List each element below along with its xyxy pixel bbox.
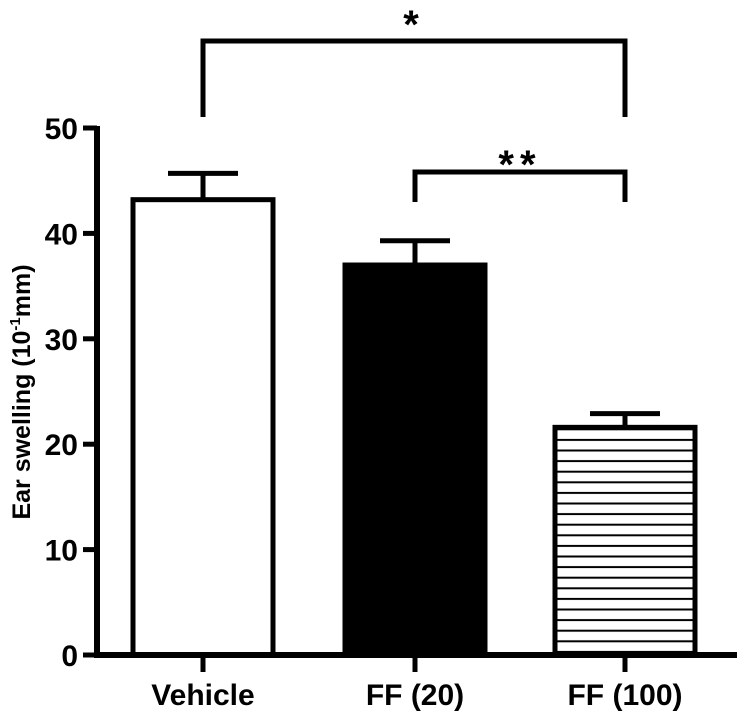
x-tick-label: FF (100) bbox=[567, 679, 682, 712]
y-axis-label-tail: mm) bbox=[8, 264, 36, 317]
y-tick-label: 20 bbox=[45, 429, 78, 462]
y-axis-label-main: Ear swelling (10 bbox=[8, 331, 36, 520]
bar bbox=[552, 424, 698, 658]
y-axis-label-superscript: -1 bbox=[7, 317, 24, 330]
y-tick-label: 10 bbox=[45, 535, 78, 568]
significance-label: * bbox=[403, 3, 425, 47]
y-tick-label: 30 bbox=[45, 324, 78, 357]
significance-bracket bbox=[200, 38, 628, 117]
error-bars bbox=[168, 170, 660, 428]
x-tick-label: Vehicle bbox=[151, 679, 254, 712]
y-tick-label: 50 bbox=[45, 113, 78, 146]
significance-bracket bbox=[412, 169, 628, 202]
bar bbox=[130, 197, 276, 658]
y-tick-label: 40 bbox=[45, 218, 78, 251]
significance-label: ** bbox=[498, 143, 541, 187]
x-tick-label: FF (20) bbox=[366, 679, 464, 712]
x-axis-ticks: Vehicle FF (20) FF (100) bbox=[151, 655, 683, 712]
bars bbox=[130, 197, 698, 658]
y-tick-label: 0 bbox=[61, 640, 78, 673]
y-axis-ticks: 0 10 20 30 40 50 bbox=[45, 113, 97, 673]
bar bbox=[342, 262, 488, 658]
significance-brackets: *** bbox=[200, 3, 628, 202]
y-axis-label: Ear swelling (10-1mm) bbox=[7, 264, 36, 519]
